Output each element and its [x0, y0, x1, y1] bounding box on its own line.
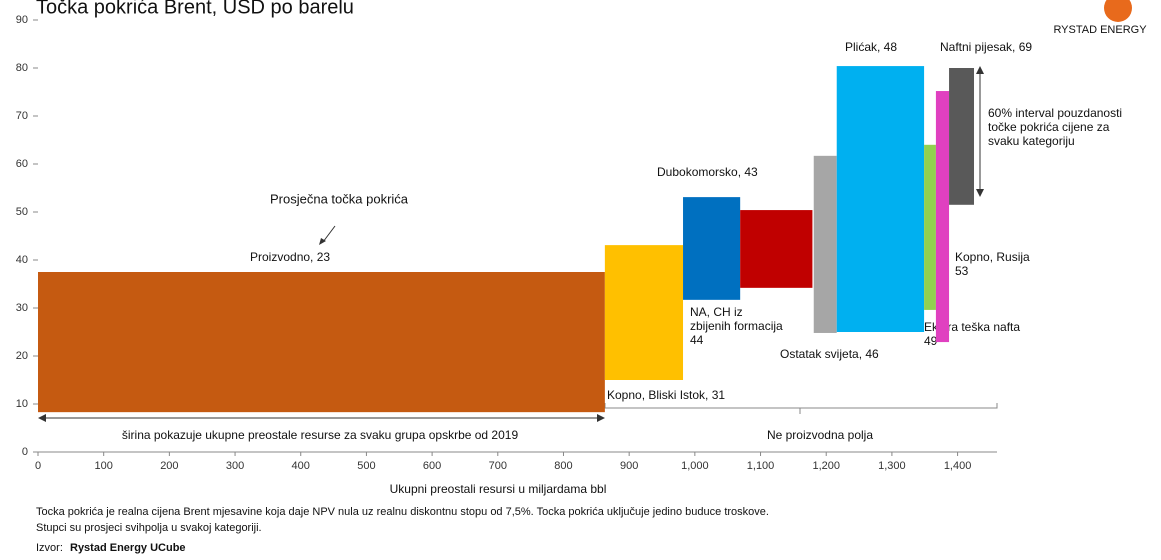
annotation-arrow	[322, 225, 336, 243]
x-tick-label: 900	[620, 460, 638, 472]
annotation: 60% interval pouzdanosti točke pokrića ci…	[988, 106, 1122, 148]
x-tick-label: 600	[423, 460, 441, 472]
bar	[813, 155, 837, 333]
x-tick-label: 1,100	[747, 460, 775, 472]
source-prefix: Izvor:	[36, 542, 63, 554]
non-producing-bracket	[604, 403, 998, 414]
x-tick-label: 700	[489, 460, 507, 472]
y-tick-label: 40	[16, 254, 28, 266]
logo-icon	[1104, 0, 1132, 22]
y-tick-label: 50	[16, 206, 28, 218]
bar-label: Ostatak svijeta, 46	[780, 347, 879, 361]
bar-label: Proizvodno, 23	[250, 250, 330, 264]
bar-label: NA, CH iz zbijenih formacija 44	[690, 305, 783, 347]
bar-label: Plićak, 48	[845, 40, 897, 54]
x-tick-label: 500	[357, 460, 375, 472]
source: Rystad Energy UCube	[70, 542, 186, 554]
bar	[604, 245, 684, 380]
y-tick-label: 70	[16, 110, 28, 122]
annotation: Ne proizvodna polja	[767, 428, 873, 442]
y-tick-label: 90	[16, 14, 28, 26]
annotation-arrowhead	[319, 238, 326, 245]
annotation: Prosječna točka pokrića	[270, 191, 409, 206]
bar	[935, 91, 950, 343]
chart-title: Točka pokrića Brent, USD po barelu	[36, 0, 354, 18]
x-tick-label: 200	[160, 460, 178, 472]
x-tick-label: 1,400	[944, 460, 972, 472]
x-tick-label: 0	[35, 460, 41, 472]
bar-label: Dubokomorsko, 43	[657, 165, 758, 179]
bar	[683, 197, 741, 300]
y-tick-label: 60	[16, 158, 28, 170]
x-tick-label: 100	[95, 460, 113, 472]
x-axis-label: Ukupni preostali resursi u miljardama bb…	[390, 482, 607, 496]
x-tick-label: 800	[554, 460, 572, 472]
bar	[924, 144, 936, 310]
x-tick-label: 1,200	[812, 460, 840, 472]
logo: RYSTAD ENERGY	[1053, 24, 1147, 36]
bar	[740, 210, 813, 288]
footnote: Tocka pokrića je realna cijena Brent mje…	[36, 506, 769, 518]
y-tick-label: 80	[16, 62, 28, 74]
footnote: Stupci su prosjeci svihpolja u svakoj ka…	[36, 522, 262, 534]
bar-label: Kopno, Bliski Istok, 31	[607, 388, 725, 402]
x-tick-label: 400	[292, 460, 310, 472]
bar-label: Naftni pijesak, 69	[940, 40, 1032, 54]
bar	[38, 272, 605, 413]
y-tick-label: 0	[22, 446, 28, 458]
y-tick-label: 30	[16, 302, 28, 314]
bar	[836, 66, 925, 332]
x-tick-label: 300	[226, 460, 244, 472]
y-tick-label: 10	[16, 398, 28, 410]
bar	[949, 68, 975, 205]
y-tick-label: 20	[16, 350, 28, 362]
bar-label: Kopno, Rusija 53	[955, 250, 1030, 278]
x-tick-label: 1,000	[681, 460, 709, 472]
x-tick-label: 1,300	[878, 460, 906, 472]
annotation: širina pokazuje ukupne preostale resurse…	[122, 428, 519, 442]
